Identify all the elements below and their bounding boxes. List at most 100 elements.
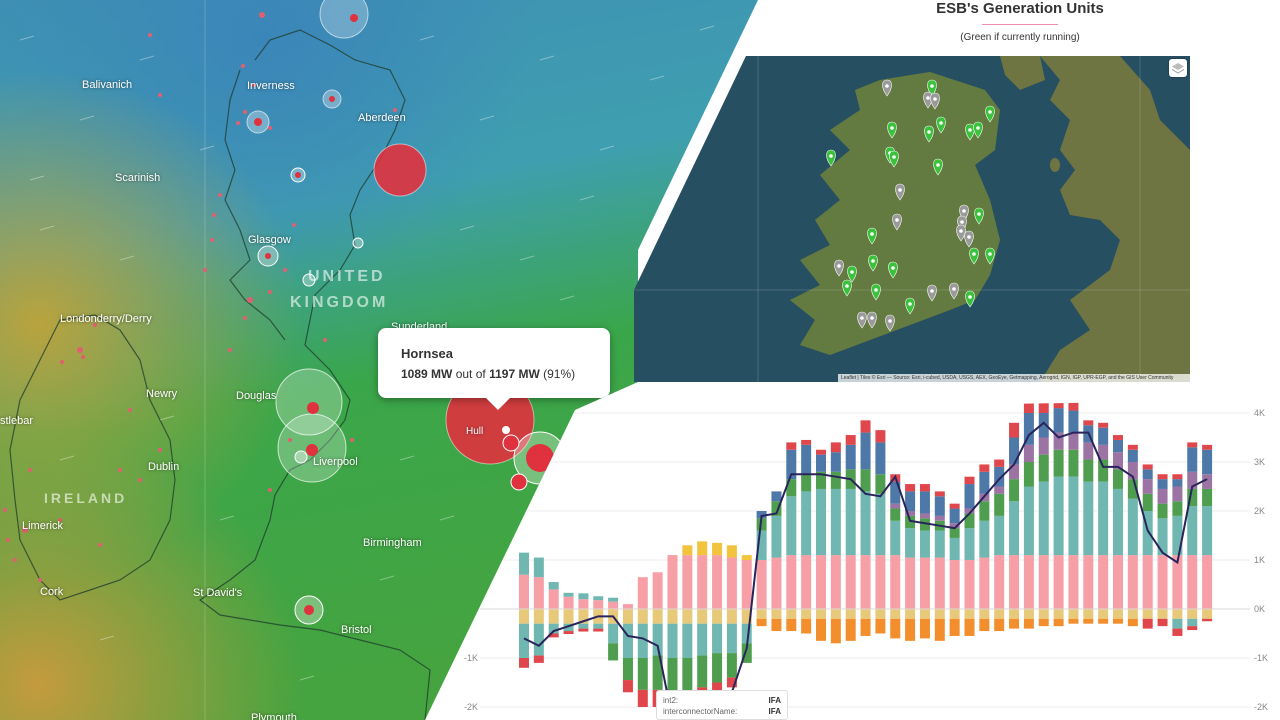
- bar-segment[interactable]: [1053, 449, 1064, 477]
- bar-segment-negative[interactable]: [771, 618, 782, 632]
- layers-icon[interactable]: [1169, 59, 1187, 77]
- bar-segment-negative[interactable]: [593, 623, 604, 629]
- bar-segment-negative[interactable]: [712, 609, 723, 624]
- bar-segment[interactable]: [934, 557, 945, 609]
- bar-segment[interactable]: [1113, 452, 1123, 470]
- bar-segment-negative[interactable]: [890, 618, 901, 639]
- bar-segment-negative[interactable]: [741, 623, 752, 644]
- bar-segment[interactable]: [1202, 488, 1213, 507]
- bar-segment-negative[interactable]: [1187, 618, 1198, 627]
- stopped-unit-marker-icon[interactable]: [892, 213, 902, 231]
- bar-segment[interactable]: [682, 545, 693, 556]
- bar-segment[interactable]: [860, 469, 871, 492]
- running-unit-marker-icon[interactable]: [842, 279, 852, 297]
- bar-segment-negative[interactable]: [519, 609, 529, 624]
- bar-segment-negative[interactable]: [1083, 618, 1094, 624]
- bar-segment-negative[interactable]: [905, 609, 916, 619]
- stopped-unit-marker-icon[interactable]: [882, 79, 892, 97]
- bar-segment-negative[interactable]: [608, 643, 619, 661]
- bar-segment[interactable]: [934, 530, 945, 558]
- running-unit-marker-icon[interactable]: [867, 227, 877, 245]
- bar-segment-negative[interactable]: [637, 689, 648, 707]
- bar-segment[interactable]: [1113, 555, 1123, 609]
- bar-segment[interactable]: [1202, 449, 1213, 475]
- bar-segment-negative[interactable]: [712, 623, 723, 654]
- bar-segment[interactable]: [1068, 555, 1079, 609]
- bar-segment-negative[interactable]: [756, 618, 767, 627]
- bar-segment-negative[interactable]: [697, 623, 708, 656]
- bar-segment[interactable]: [1157, 555, 1168, 609]
- bar-segment[interactable]: [934, 515, 945, 521]
- bar-segment-negative[interactable]: [1113, 609, 1123, 619]
- stopped-unit-marker-icon[interactable]: [930, 92, 940, 110]
- bar-segment[interactable]: [979, 464, 990, 472]
- bar-segment-negative[interactable]: [816, 618, 826, 641]
- bar-segment-negative[interactable]: [786, 609, 797, 619]
- bar-segment[interactable]: [1083, 420, 1094, 426]
- bar-segment[interactable]: [860, 420, 871, 433]
- bar-segment-negative[interactable]: [578, 623, 589, 629]
- running-unit-marker-icon[interactable]: [826, 149, 836, 167]
- bar-segment-negative[interactable]: [682, 623, 693, 658]
- bar-segment[interactable]: [964, 528, 975, 560]
- bar-segment-negative[interactable]: [964, 609, 975, 619]
- bar-segment[interactable]: [756, 511, 767, 519]
- bar-segment[interactable]: [1187, 442, 1198, 448]
- bar-segment[interactable]: [1172, 474, 1183, 480]
- bar-segment[interactable]: [1023, 413, 1034, 445]
- bar-segment[interactable]: [1098, 422, 1109, 428]
- bar-segment-negative[interactable]: [1083, 609, 1094, 619]
- bar-segment[interactable]: [830, 471, 841, 489]
- bar-segment[interactable]: [1172, 555, 1183, 609]
- bar-segment[interactable]: [1068, 410, 1079, 433]
- bar-segment-negative[interactable]: [1172, 618, 1183, 629]
- bar-segment-negative[interactable]: [860, 618, 871, 636]
- bar-segment[interactable]: [1127, 479, 1138, 499]
- bar-segment[interactable]: [1009, 555, 1020, 609]
- bar-segment[interactable]: [1127, 462, 1138, 480]
- bar-segment[interactable]: [1083, 481, 1094, 556]
- stopped-unit-marker-icon[interactable]: [895, 183, 905, 201]
- bar-segment-negative[interactable]: [1098, 609, 1109, 619]
- bar-segment[interactable]: [712, 542, 723, 556]
- bar-segment[interactable]: [994, 515, 1005, 556]
- bar-segment-negative[interactable]: [756, 609, 767, 619]
- bar-segment[interactable]: [593, 600, 604, 609]
- bar-segment[interactable]: [1098, 444, 1109, 460]
- net-flow-line[interactable]: [523, 421, 1208, 720]
- bar-segment[interactable]: [1187, 488, 1198, 507]
- bar-segment[interactable]: [979, 471, 990, 494]
- bar-segment[interactable]: [801, 491, 812, 556]
- bar-segment[interactable]: [533, 557, 544, 578]
- bar-segment-negative[interactable]: [1142, 618, 1153, 629]
- bar-segment-negative[interactable]: [697, 655, 708, 688]
- bar-segment[interactable]: [1127, 444, 1138, 450]
- bar-segment-negative[interactable]: [726, 609, 737, 624]
- bar-segment-negative[interactable]: [994, 609, 1005, 619]
- bar-segment[interactable]: [1127, 555, 1138, 609]
- bar-segment[interactable]: [697, 555, 708, 609]
- bar-segment[interactable]: [1023, 393, 1034, 413]
- bar-segment-negative[interactable]: [786, 618, 797, 632]
- bar-segment[interactable]: [964, 484, 975, 509]
- stopped-unit-marker-icon[interactable]: [885, 314, 895, 332]
- running-unit-marker-icon[interactable]: [933, 158, 943, 176]
- bar-segment[interactable]: [1098, 555, 1109, 609]
- bar-segment[interactable]: [830, 488, 841, 556]
- bar-segment-negative[interactable]: [771, 609, 782, 619]
- running-unit-marker-icon[interactable]: [985, 247, 995, 265]
- bar-segment[interactable]: [533, 577, 544, 609]
- bar-segment[interactable]: [905, 511, 916, 516]
- bar-segment[interactable]: [964, 513, 975, 529]
- bar-segment[interactable]: [608, 601, 619, 609]
- bar-segment-negative[interactable]: [519, 658, 529, 668]
- bar-segment-negative[interactable]: [622, 609, 633, 624]
- bar-segment-negative[interactable]: [593, 628, 604, 632]
- bar-segment[interactable]: [860, 432, 871, 470]
- bar-segment[interactable]: [1187, 471, 1198, 489]
- bar-segment-negative[interactable]: [682, 609, 693, 624]
- bar-segment[interactable]: [890, 520, 901, 556]
- running-unit-marker-icon[interactable]: [974, 207, 984, 225]
- bar-segment[interactable]: [1113, 435, 1123, 440]
- bar-segment-negative[interactable]: [1038, 618, 1049, 627]
